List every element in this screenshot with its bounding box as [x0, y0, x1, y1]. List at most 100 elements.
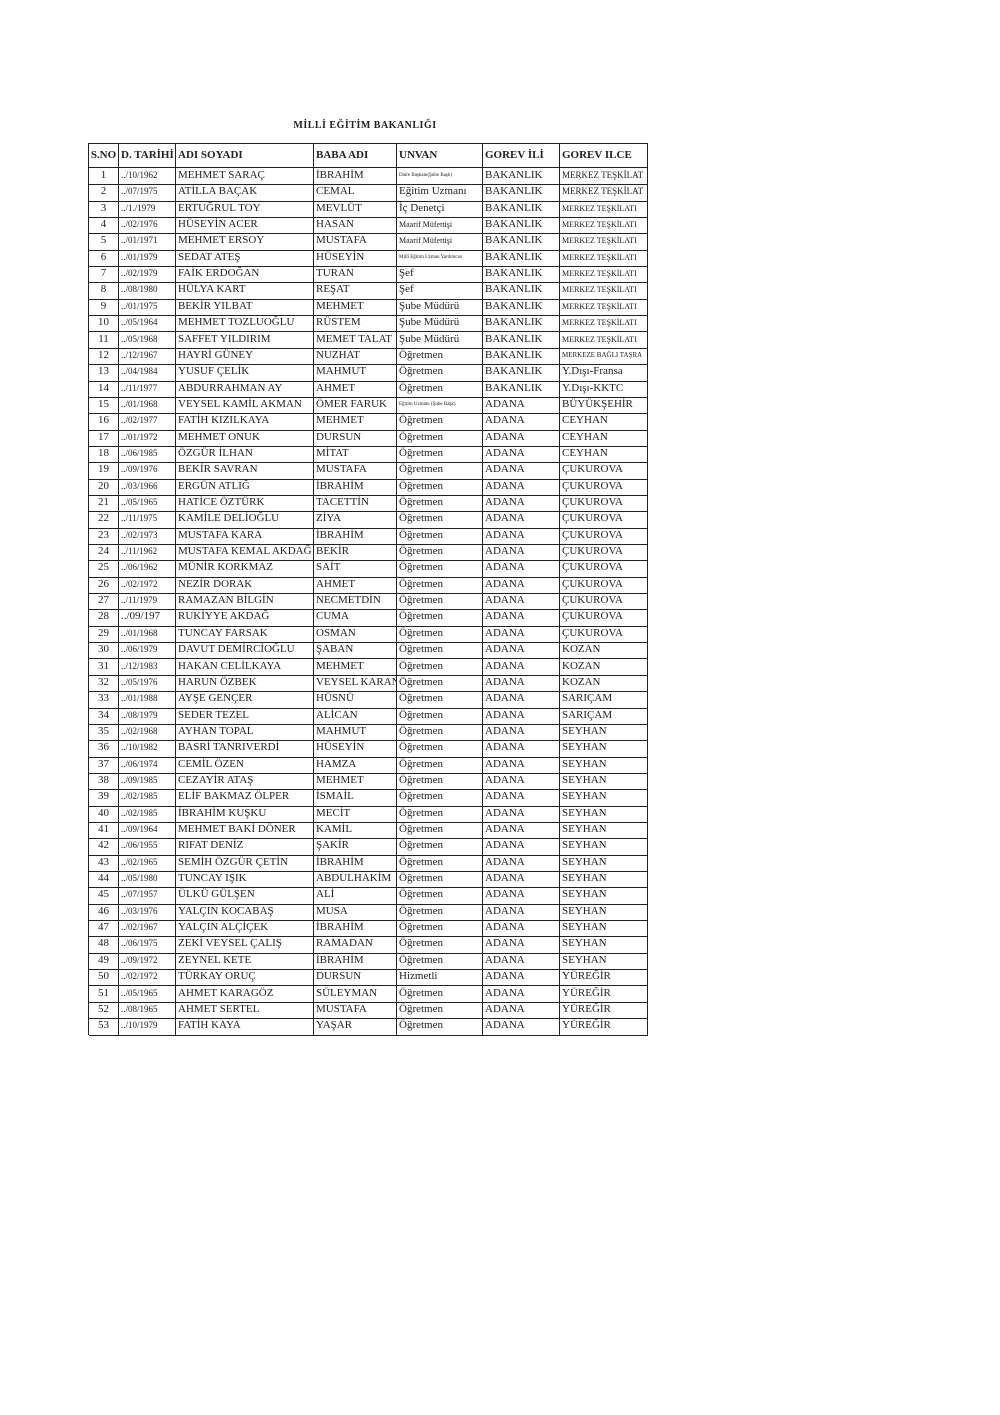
birth-date-cell: ../07/1975 — [119, 184, 176, 202]
father-name-cell: DURSUN — [314, 969, 397, 987]
birth-date-cell: ../02/1979 — [119, 266, 176, 284]
s-no-cell: 18 — [89, 445, 119, 464]
father-name-cell: İBRAHİM — [314, 168, 397, 186]
s-no-cell: 11 — [89, 331, 119, 349]
father-name-cell: HAMZA — [314, 756, 397, 774]
district-cell: YÜREĞİR — [560, 985, 648, 1003]
column-header: UNVAN — [397, 144, 483, 168]
birth-date-cell: ../06/1962 — [119, 560, 176, 578]
column-header: GOREV İLİ — [483, 144, 560, 168]
province-cell: ADANA — [483, 822, 560, 840]
birth-date-cell: ../11/1962 — [119, 544, 176, 562]
title-cell: Öğretmen — [397, 609, 483, 627]
document-title: MİLLİ EĞİTİM BAKANLIĞI — [293, 120, 437, 131]
district-cell: SEYHAN — [560, 805, 648, 823]
district-cell: ÇUKUROVA — [560, 609, 648, 627]
birth-date-cell: ../02/1985 — [119, 805, 176, 823]
district-cell: SEYHAN — [560, 903, 648, 922]
title-cell: Öğretmen — [397, 364, 483, 382]
full-name-cell: YALÇIN ALÇİÇEK — [176, 920, 314, 938]
birth-date-cell: ../02/1973 — [119, 527, 176, 546]
province-cell: ADANA — [483, 478, 560, 496]
full-name-cell: TUNCAY IŞIK — [176, 871, 314, 889]
birth-date-cell: ../09/1964 — [119, 822, 176, 840]
title-cell: Millî Eğitim Uzman Yardımcısı — [397, 249, 483, 268]
birth-date-cell: ../10/1982 — [119, 740, 176, 758]
title-cell: Şube Müdürü — [397, 315, 483, 333]
s-no-cell: 49 — [89, 952, 119, 971]
s-no-cell: 15 — [89, 396, 119, 415]
district-cell: SARIÇAM — [560, 691, 648, 709]
district-cell: SEYHAN — [560, 936, 648, 954]
father-name-cell: RAMADAN — [314, 936, 397, 954]
father-name-cell: HASAN — [314, 217, 397, 235]
province-cell: ADANA — [483, 658, 560, 676]
title-cell: Öğretmen — [397, 903, 483, 922]
province-cell: BAKANLIK — [483, 249, 560, 268]
title-cell: Eğitim Uzmanı — [397, 184, 483, 202]
father-name-cell: VEYSEL KARANİ — [314, 674, 397, 693]
s-no-cell: 41 — [89, 822, 119, 840]
province-cell: ADANA — [483, 756, 560, 774]
full-name-cell: ATİLLA BAÇAK — [176, 184, 314, 202]
full-name-cell: AHMET KARAGÖZ — [176, 985, 314, 1003]
title-cell: Öğretmen — [397, 511, 483, 529]
district-cell: MERKEZ TEŞKİLATI — [560, 233, 648, 251]
title-cell: Öğretmen — [397, 413, 483, 431]
province-cell: BAKANLIK — [483, 347, 560, 366]
birth-date-cell: ../06/1985 — [119, 445, 176, 464]
title-cell: Öğretmen — [397, 347, 483, 366]
full-name-cell: FATİH KIZILKAYA — [176, 413, 314, 431]
title-cell: Öğretmen — [397, 952, 483, 971]
s-no-cell: 14 — [89, 380, 119, 398]
full-name-cell: KAMİLE DELİOĞLU — [176, 511, 314, 529]
province-cell: ADANA — [483, 576, 560, 595]
father-name-cell: RÜSTEM — [314, 315, 397, 333]
birth-date-cell: ../05/1976 — [119, 674, 176, 693]
district-cell: MERKEZ TEŞKİLATI — [560, 200, 648, 219]
birth-date-cell: ../11/1977 — [119, 380, 176, 398]
district-cell: MERKEZE BAĞLI TAŞRA — [560, 347, 648, 366]
father-name-cell: DURSUN — [314, 429, 397, 447]
title-cell: Öğretmen — [397, 560, 483, 578]
father-name-cell: ÖMER FARUK — [314, 396, 397, 415]
district-cell: MERKEZ TEŞKİLATI — [560, 298, 648, 317]
province-cell: BAKANLIK — [483, 184, 560, 202]
district-cell: YÜREĞİR — [560, 1018, 648, 1036]
father-name-cell: BEKİR — [314, 544, 397, 562]
district-cell: MERKEZ TEŞKİLATI — [560, 315, 648, 333]
province-cell: ADANA — [483, 920, 560, 938]
province-cell: BAKANLIK — [483, 168, 560, 186]
province-cell: ADANA — [483, 527, 560, 546]
province-cell: ADANA — [483, 593, 560, 611]
s-no-cell: 35 — [89, 723, 119, 742]
father-name-cell: CUMA — [314, 609, 397, 627]
s-no-cell: 13 — [89, 364, 119, 382]
father-name-cell: KAMİL — [314, 822, 397, 840]
father-name-cell: HÜSEYİN — [314, 249, 397, 268]
full-name-cell: YUSUF ÇELİK — [176, 364, 314, 382]
s-no-cell: 7 — [89, 266, 119, 284]
full-name-cell: İBRAHİM KUŞKU — [176, 805, 314, 823]
full-name-cell: CEZAYİR ATAŞ — [176, 772, 314, 791]
s-no-cell: 16 — [89, 413, 119, 431]
title-cell: Öğretmen — [397, 445, 483, 464]
title-cell: Öğretmen — [397, 920, 483, 938]
full-name-cell: AYŞE GENÇER — [176, 691, 314, 709]
s-no-cell: 22 — [89, 511, 119, 529]
district-cell: CEYHAN — [560, 445, 648, 464]
district-cell: MERKEZ TEŞKİLATI — [560, 331, 648, 349]
s-no-cell: 36 — [89, 740, 119, 758]
title-cell: Öğretmen — [397, 740, 483, 758]
full-name-cell: RUKİYYE AKDAĞ — [176, 609, 314, 627]
full-name-cell: MEHMET ERSOY — [176, 233, 314, 251]
father-name-cell: AHMET — [314, 576, 397, 595]
district-cell: SEYHAN — [560, 740, 648, 758]
s-no-cell: 47 — [89, 920, 119, 938]
full-name-cell: BEKİR YILBAT — [176, 298, 314, 317]
birth-date-cell: ../04/1984 — [119, 364, 176, 382]
birth-date-cell: ../06/1979 — [119, 642, 176, 660]
birth-date-cell: ../03/1976 — [119, 903, 176, 922]
birth-date-cell: ../10/1979 — [119, 1018, 176, 1036]
district-cell: SEYHAN — [560, 871, 648, 889]
